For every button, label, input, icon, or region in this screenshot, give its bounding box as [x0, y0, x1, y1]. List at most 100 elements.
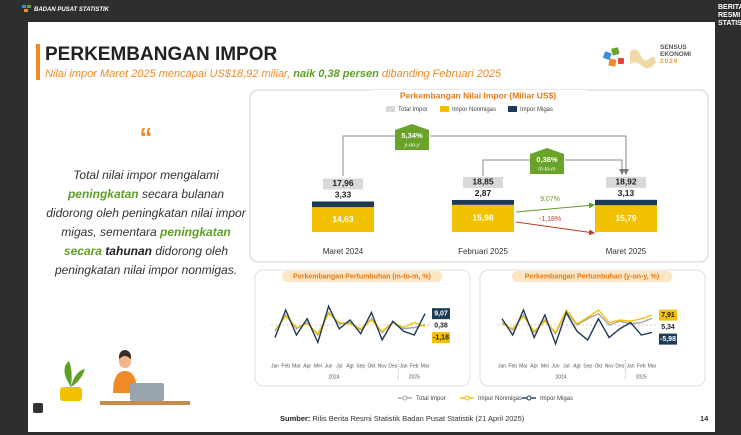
quote-mark: “: [139, 122, 153, 152]
legend-swatch: [440, 106, 449, 112]
x-tick-label: Agt: [346, 363, 354, 369]
end-label: 9,07: [434, 311, 448, 318]
badge: [395, 124, 429, 150]
quote-text: secara bulanan didorong oleh peningkatan…: [46, 187, 246, 239]
x-tick-label: Apr: [303, 363, 311, 369]
total-label: 18,85: [472, 177, 494, 187]
bar-segment: [452, 204, 514, 232]
legend-dot: [464, 395, 470, 401]
x-tick-label: Jan: [271, 363, 279, 369]
side-word: RESMI: [718, 12, 741, 19]
growth-arrow: [515, 221, 595, 236]
title-bg: [370, 90, 586, 102]
x-tick-label: Okt: [368, 363, 376, 369]
total-box: [463, 176, 503, 188]
bar-segment: [312, 201, 374, 208]
legend-swatch: [386, 106, 395, 112]
logo-text: SENSUS EKONOMI 2026: [660, 44, 691, 65]
x-tick-label: Des: [388, 363, 397, 369]
legend-dot: [526, 395, 532, 401]
subtitle-part: Nilai impor Maret 2025 mencapai US$18,92…: [45, 68, 291, 80]
x-tick-label: Sep: [356, 363, 365, 369]
subtitle-highlight: naik 0,38 persen: [293, 68, 379, 80]
x-tick-label: Jul: [336, 363, 342, 369]
connector: [482, 159, 622, 176]
x-tick-label: Okt: [595, 363, 603, 369]
quote-bold: tahunan: [105, 244, 152, 258]
bar-segment: [595, 199, 657, 206]
legend-label: Impor Migas: [520, 107, 553, 113]
chart-title: Perkembangan Nilai Impor (Miliar US$): [400, 90, 557, 100]
growth-arrow: [515, 202, 595, 213]
subtitle-part: dibanding Februari 2025: [381, 68, 502, 80]
x-tick-label: Jul: [563, 363, 569, 369]
x-tick-label: Feb: [637, 363, 646, 369]
x-tick-label: Sep: [583, 363, 592, 369]
legend-label: Total Impor: [416, 396, 446, 402]
quote-highlight: peningkatan secara: [63, 225, 231, 258]
slide-subtitle: Nilai impor Maret 2025 mencapai US$18,92…: [45, 68, 501, 80]
value-label: 3,33: [335, 190, 352, 200]
badge-text: y-on-y: [403, 142, 421, 148]
source: Rilis Berita Resmi Statistik Badan Pusat…: [312, 414, 525, 423]
title-pill: [512, 271, 672, 282]
end-label: 7,91: [661, 312, 675, 319]
total-label: 17,96: [332, 178, 354, 188]
x-tick-label: Februari 2025: [458, 247, 508, 256]
year-label: 2024: [328, 374, 339, 380]
badge: [530, 148, 564, 174]
year-label: 2024: [555, 374, 566, 380]
chart-title: Perkembangan Pertumbuhan (m-to-m, %): [293, 273, 431, 280]
x-tick-label: Jun: [552, 363, 560, 369]
x-tick-label: Maret 2025: [606, 247, 647, 256]
chart-title: Perkembangan Pertumbuhan (y-on-y, %): [525, 273, 659, 280]
org-name: BADAN PUSAT STATISTIK: [34, 7, 109, 13]
title-pill: [282, 271, 442, 282]
illustration: [33, 350, 190, 413]
value-label: 15,98: [472, 213, 494, 223]
bar-segment: [452, 199, 514, 205]
bar-segment: [312, 207, 374, 232]
end-label: -5,98: [660, 336, 676, 343]
end-label: -1,18: [433, 335, 449, 342]
side-title: BERITA RESMI STATISTIK: [718, 4, 741, 28]
logo-word: EKONOMI: [660, 51, 692, 58]
x-tick-label: Nov: [605, 363, 614, 369]
total-box: [323, 178, 363, 190]
x-tick-label: Jan: [400, 363, 408, 369]
x-tick-label: Jan: [627, 363, 635, 369]
growth-label: -1,18%: [539, 216, 561, 223]
side-word: BERITA: [718, 4, 741, 11]
total-box: [606, 176, 646, 188]
end-label-box: [432, 308, 450, 320]
x-tick-label: Mar: [292, 363, 301, 369]
x-tick-label: Agt: [573, 363, 581, 369]
x-tick-label: Mar: [421, 363, 430, 369]
value-label: 15,79: [615, 213, 637, 223]
end-label-box: [659, 333, 677, 345]
x-tick-label: Mar: [648, 363, 657, 369]
value-label: 3,13: [618, 188, 635, 198]
x-tick-label: Apr: [530, 363, 538, 369]
legend-label: Impor Migas: [540, 396, 573, 402]
x-tick-label: Jan: [498, 363, 506, 369]
legend-swatch: [508, 106, 517, 112]
bar-segment: [595, 205, 657, 232]
x-tick-label: Feb: [281, 363, 290, 369]
x-tick-label: Maret 2024: [323, 247, 364, 256]
quote-highlight: peningkatan: [67, 187, 139, 201]
x-tick-label: Feb: [410, 363, 419, 369]
panel: [254, 269, 471, 387]
growth-label: 9,07%: [540, 196, 560, 203]
legend-dot: [402, 395, 408, 401]
series-line: [274, 304, 426, 345]
quote: Total nilai impor mengalami peningkatan …: [46, 166, 246, 280]
end-label-box: [659, 309, 677, 321]
source-label: Sumber:: [280, 414, 311, 423]
series-line: [274, 312, 426, 335]
year-label: 2025: [636, 374, 647, 380]
logo-mark: [603, 47, 656, 69]
side-word: STATISTIK: [718, 20, 741, 27]
